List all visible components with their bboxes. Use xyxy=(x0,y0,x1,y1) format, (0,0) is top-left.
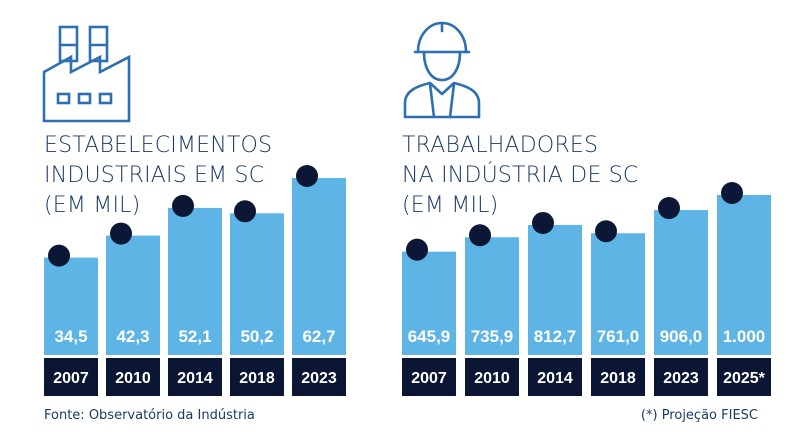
year-label-2007: 2007 xyxy=(53,370,89,387)
value-label-2023: 62,7 xyxy=(302,327,335,346)
bar-marker-2025* xyxy=(721,182,743,204)
year-label-2014: 2014 xyxy=(177,370,213,387)
bar-marker-2007 xyxy=(48,244,70,267)
source-note: Fonte: Observatório da Indústria xyxy=(44,408,255,423)
bar-2010 xyxy=(465,237,519,355)
bar-marker-2023 xyxy=(296,165,318,187)
bar-2010 xyxy=(106,235,160,355)
value-label-2018: 761,0 xyxy=(597,327,640,346)
bar-2007 xyxy=(402,251,456,355)
worker-hardhat-icon xyxy=(403,21,481,119)
value-label-2007: 645,9 xyxy=(408,327,451,346)
chart-2-title-line-1: TRABALHADORES xyxy=(402,133,598,158)
bar-marker-2023 xyxy=(658,197,680,220)
year-label-2014: 2014 xyxy=(537,370,573,387)
year-label-2025*: 2025* xyxy=(723,370,766,387)
value-label-2014: 52,1 xyxy=(178,327,211,346)
year-box-2014 xyxy=(528,358,582,396)
bar-2014 xyxy=(528,224,582,355)
year-box-2007 xyxy=(44,358,98,396)
projection-note: (*) Projeção FIESC xyxy=(641,408,758,423)
year-label-2023: 2023 xyxy=(663,370,699,387)
value-label-2023: 906,0 xyxy=(660,327,703,346)
year-box-2010 xyxy=(465,358,519,396)
bar-2007 xyxy=(44,257,98,355)
bar-charts: 34,5 2007 42,3 2010 52,1 2014 50,2 2018 62,7 2023… xyxy=(44,165,771,396)
bar-marker-2010 xyxy=(469,224,491,247)
factory-icon xyxy=(42,25,131,123)
chart-1-title-line-1: ESTABELECIMENTOS xyxy=(44,133,272,158)
year-box-2018 xyxy=(230,358,284,396)
year-box-2014 xyxy=(168,358,222,396)
value-label-2010: 42,3 xyxy=(116,327,149,346)
value-label-2014: 812,7 xyxy=(534,327,577,346)
year-box-2023 xyxy=(654,358,708,396)
year-label-2007: 2007 xyxy=(411,370,447,387)
bar-marker-2014 xyxy=(172,194,194,217)
year-label-2018: 2018 xyxy=(600,370,636,387)
bar-2014 xyxy=(168,207,222,355)
bar-marker-2014 xyxy=(532,211,554,234)
bar-marker-2018 xyxy=(234,200,256,223)
year-label-2010: 2010 xyxy=(474,370,510,387)
bar-2025* xyxy=(717,195,771,355)
bar-2023 xyxy=(292,178,346,355)
year-label-2018: 2018 xyxy=(239,370,275,387)
chart-2-title-line-2: NA INDÚSTRIA DE SC xyxy=(402,162,638,188)
year-box-2007 xyxy=(402,358,456,396)
bar-2023 xyxy=(654,210,708,355)
chart-1-title-line-2: INDUSTRIAIS EM SC xyxy=(44,163,264,188)
chart-1-title-line-3: (EM MIL) xyxy=(44,193,140,218)
year-box-2010 xyxy=(106,358,160,396)
value-label-2007: 34,5 xyxy=(54,327,87,346)
value-label-2010: 735,9 xyxy=(471,327,514,346)
year-box-2023 xyxy=(292,358,346,396)
bar-marker-2007 xyxy=(406,238,428,261)
year-box-2018 xyxy=(591,358,645,396)
chart-1: 34,5 2007 42,3 2010 52,1 2014 50,2 2018 62,7 2023 xyxy=(44,165,346,396)
bar-marker-2010 xyxy=(110,222,132,245)
year-label-2023: 2023 xyxy=(301,370,337,387)
year-box-2025* xyxy=(717,358,771,396)
chart-titles: ESTABELECIMENTOS INDUSTRIAIS EM SC (EM MIL… xyxy=(44,133,638,218)
value-label-2018: 50,2 xyxy=(240,327,273,346)
chart-2-title-line-3: (EM MIL) xyxy=(402,193,498,218)
value-label-2025*: 1.000 xyxy=(723,327,766,346)
year-label-2010: 2010 xyxy=(115,370,151,387)
bar-marker-2018 xyxy=(595,220,617,243)
chart-2: 645,9 2007 735,9 2010 812,7 2014 761,0 2018 906,… xyxy=(402,182,771,396)
bar-2018 xyxy=(230,213,284,355)
bar-2018 xyxy=(591,233,645,355)
